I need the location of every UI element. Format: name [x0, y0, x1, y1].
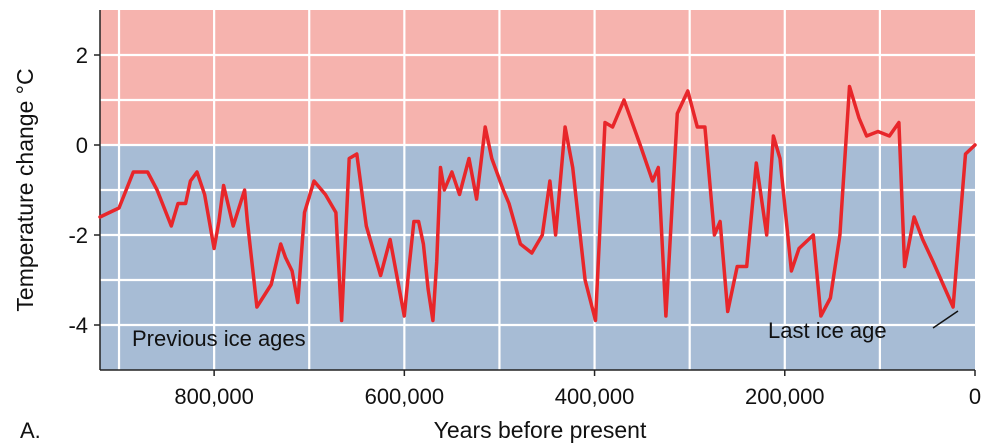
- axes: 2 0 -2 -4 800,000 600,000 400,000 200,000 0: [68, 10, 981, 409]
- panel-label: A.: [20, 418, 41, 443]
- x-axis-label: Years before present: [434, 417, 647, 443]
- y-axis-label: Temperature change °C: [12, 68, 38, 311]
- x-tick-label: 600,000: [365, 384, 445, 409]
- warm-zone: [100, 10, 975, 145]
- temperature-series-line: [98, 84, 977, 323]
- gridlines: [100, 10, 975, 370]
- plot-background: [100, 10, 975, 370]
- y-tick-label: 0: [76, 133, 88, 158]
- y-tick-label: 2: [76, 43, 88, 68]
- x-tick-label: 200,000: [745, 384, 825, 409]
- x-tick-label: 800,000: [174, 384, 254, 409]
- annotation-previous-ice-ages: Previous ice ages: [132, 326, 306, 351]
- cold-zone: [100, 145, 975, 370]
- y-tick-label: -4: [68, 313, 88, 338]
- annotation-last-ice-age: Last ice age: [768, 318, 887, 343]
- x-tick-label: 0: [969, 384, 981, 409]
- labels-layer: Temperature change °C Years before prese…: [12, 68, 959, 443]
- last-ice-age-pointer: [932, 310, 959, 329]
- x-tick-label: 400,000: [555, 384, 635, 409]
- series-layer: [98, 84, 977, 323]
- y-tick-label: -2: [68, 223, 88, 248]
